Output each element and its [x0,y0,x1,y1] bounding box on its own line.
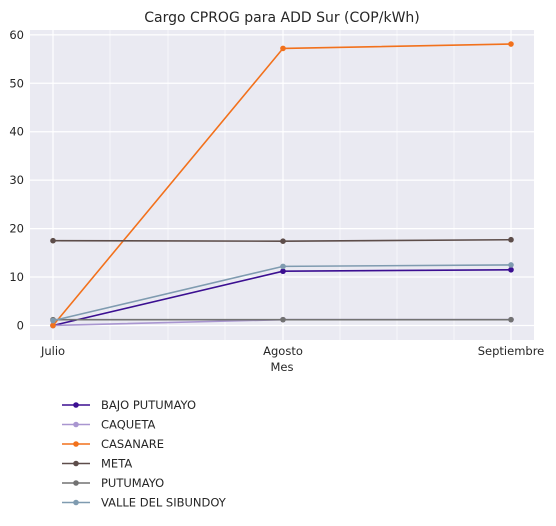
y-axis: 0 10 20 30 40 50 60 [9,28,24,333]
legend-marker [73,441,79,447]
x-tick-label: Julio [40,344,65,358]
y-tick-label: 50 [9,76,24,90]
legend-item: VALLE DEL SIBUNDOY [62,496,227,510]
legend-label: CAQUETA [101,418,156,432]
data-point [50,322,56,329]
legend-marker [73,460,79,467]
series-lines [50,41,514,329]
legend-label: VALLE DEL SIBUNDOY [101,496,227,510]
y-tick-label: 0 [17,318,24,332]
legend-label: CASANARE [101,437,164,451]
legend-item: BAJO PUTUMAYO [62,398,196,412]
x-axis-label: Mes [271,360,294,374]
legend-item: CAQUETA [62,418,156,432]
data-point [508,316,514,323]
x-axis: Julio Agosto Septiembre [40,344,544,358]
legend-item: PUTUMAYO [62,476,164,490]
y-tick-label: 60 [9,28,24,42]
data-point [508,41,514,47]
data-point [280,268,286,275]
legend-label: META [101,457,132,471]
data-point [508,262,514,268]
data-point [508,236,514,243]
legend-marker [73,480,79,486]
y-tick-label: 40 [9,125,24,139]
data-point [50,317,56,324]
data-point [280,45,286,52]
data-point [280,238,286,244]
series-meta [50,236,514,244]
y-tick-label: 10 [9,270,24,284]
data-point [280,316,286,323]
plot-area [30,30,534,340]
legend-item: META [62,457,132,471]
data-point [280,263,286,270]
legend-marker [73,421,79,428]
data-point [50,237,56,244]
gridlines [30,30,534,340]
x-tick-label: Agosto [263,344,303,358]
series-casanare [50,41,514,329]
legend-item: CASANARE [62,437,164,451]
legend-marker [73,402,79,408]
x-tick-label: Septiembre [478,344,545,358]
legend: BAJO PUTUMAYO CAQUETA CASANARE META PUTUMAYO… [62,398,227,510]
y-tick-label: 30 [9,173,24,187]
legend-marker [73,499,79,506]
data-point [508,266,514,273]
legend-label: BAJO PUTUMAYO [101,398,196,412]
y-tick-label: 20 [9,222,24,236]
legend-label: PUTUMAYO [101,476,164,490]
series-valle-del-sibundoy [50,262,514,324]
chart-title: Cargo CPROG para ADD Sur (COP/kWh) [144,10,420,26]
